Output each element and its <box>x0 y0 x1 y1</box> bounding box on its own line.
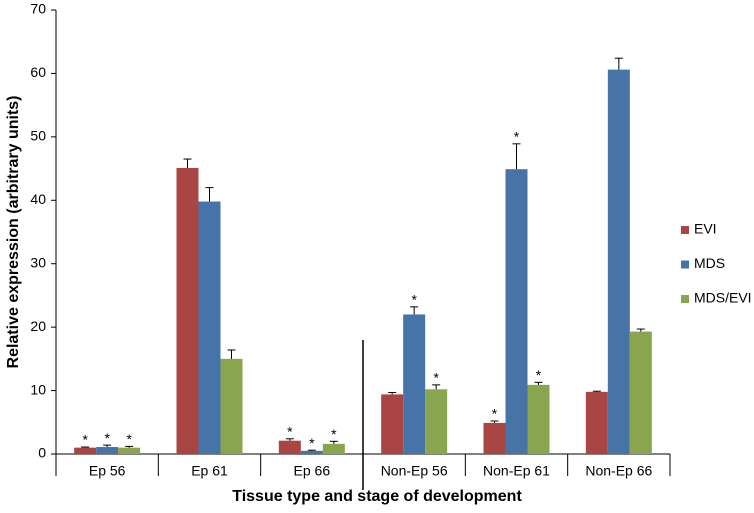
bar <box>505 169 528 454</box>
significance-marker: * <box>433 370 439 386</box>
error-bar <box>592 390 601 392</box>
bar <box>629 331 652 454</box>
bar <box>96 447 119 454</box>
error-bar <box>285 438 294 441</box>
x-tick-label: Ep 61 <box>191 463 228 479</box>
significance-marker: * <box>331 426 337 442</box>
x-tick-label: Non-Ep 66 <box>585 463 652 479</box>
significance-marker: * <box>309 435 315 451</box>
bar <box>607 69 630 454</box>
error-bar <box>307 449 316 451</box>
legend-swatch <box>681 295 689 303</box>
significance-marker: * <box>82 432 88 448</box>
y-tick-label: 50 <box>30 128 46 144</box>
error-bar <box>103 444 112 448</box>
bar <box>527 384 550 454</box>
bar <box>403 314 426 454</box>
significance-marker: * <box>492 406 498 422</box>
x-tick-label: Non-Ep 56 <box>381 463 448 479</box>
bar <box>300 450 323 454</box>
y-axis-title: Relative expression (arbitrary units) <box>5 96 22 369</box>
error-bar <box>490 420 499 423</box>
y-tick-label: 40 <box>30 191 46 207</box>
error-bar <box>636 328 645 332</box>
error-bar <box>227 349 236 359</box>
bar <box>278 440 301 454</box>
error-bar <box>512 143 521 170</box>
legend-label: MDS/EVI <box>694 290 752 306</box>
bar <box>322 443 345 454</box>
error-bar <box>183 158 192 168</box>
significance-marker: * <box>411 292 417 308</box>
error-bar <box>432 384 441 390</box>
y-tick-label: 0 <box>38 445 46 461</box>
bar <box>74 447 97 454</box>
legend-swatch <box>681 226 689 234</box>
bar <box>483 422 506 454</box>
x-tick-label: Ep 66 <box>294 463 331 479</box>
error-bar <box>81 446 90 448</box>
legend-swatch <box>681 260 689 269</box>
y-tick-label: 20 <box>30 318 46 334</box>
significance-marker: * <box>514 129 520 145</box>
significance-marker: * <box>536 367 542 383</box>
legend-label: MDS <box>694 255 725 271</box>
x-tick-label: Ep 56 <box>89 463 126 479</box>
bar <box>176 167 199 455</box>
significance-marker: * <box>287 423 293 439</box>
x-tick-label: Non-Ep 61 <box>483 463 550 479</box>
bar <box>585 391 608 454</box>
bar <box>118 447 141 454</box>
y-tick-label: 30 <box>30 254 46 270</box>
significance-marker: * <box>104 430 110 446</box>
error-bar <box>388 391 397 395</box>
bar <box>425 389 448 454</box>
bar <box>198 201 221 454</box>
error-bar <box>534 381 543 385</box>
significance-marker: * <box>126 431 132 447</box>
error-bar <box>125 445 134 448</box>
y-tick-label: 70 <box>30 1 46 17</box>
y-tick-label: 10 <box>30 381 46 397</box>
bar <box>220 358 243 454</box>
error-bar <box>205 187 214 202</box>
error-bar <box>410 306 419 315</box>
error-bar <box>329 440 338 444</box>
error-bar <box>614 57 623 70</box>
y-tick-label: 60 <box>30 64 46 80</box>
legend-label: EVI <box>694 221 717 237</box>
x-axis-title: Tissue type and stage of development <box>232 488 522 505</box>
bar <box>381 394 404 454</box>
